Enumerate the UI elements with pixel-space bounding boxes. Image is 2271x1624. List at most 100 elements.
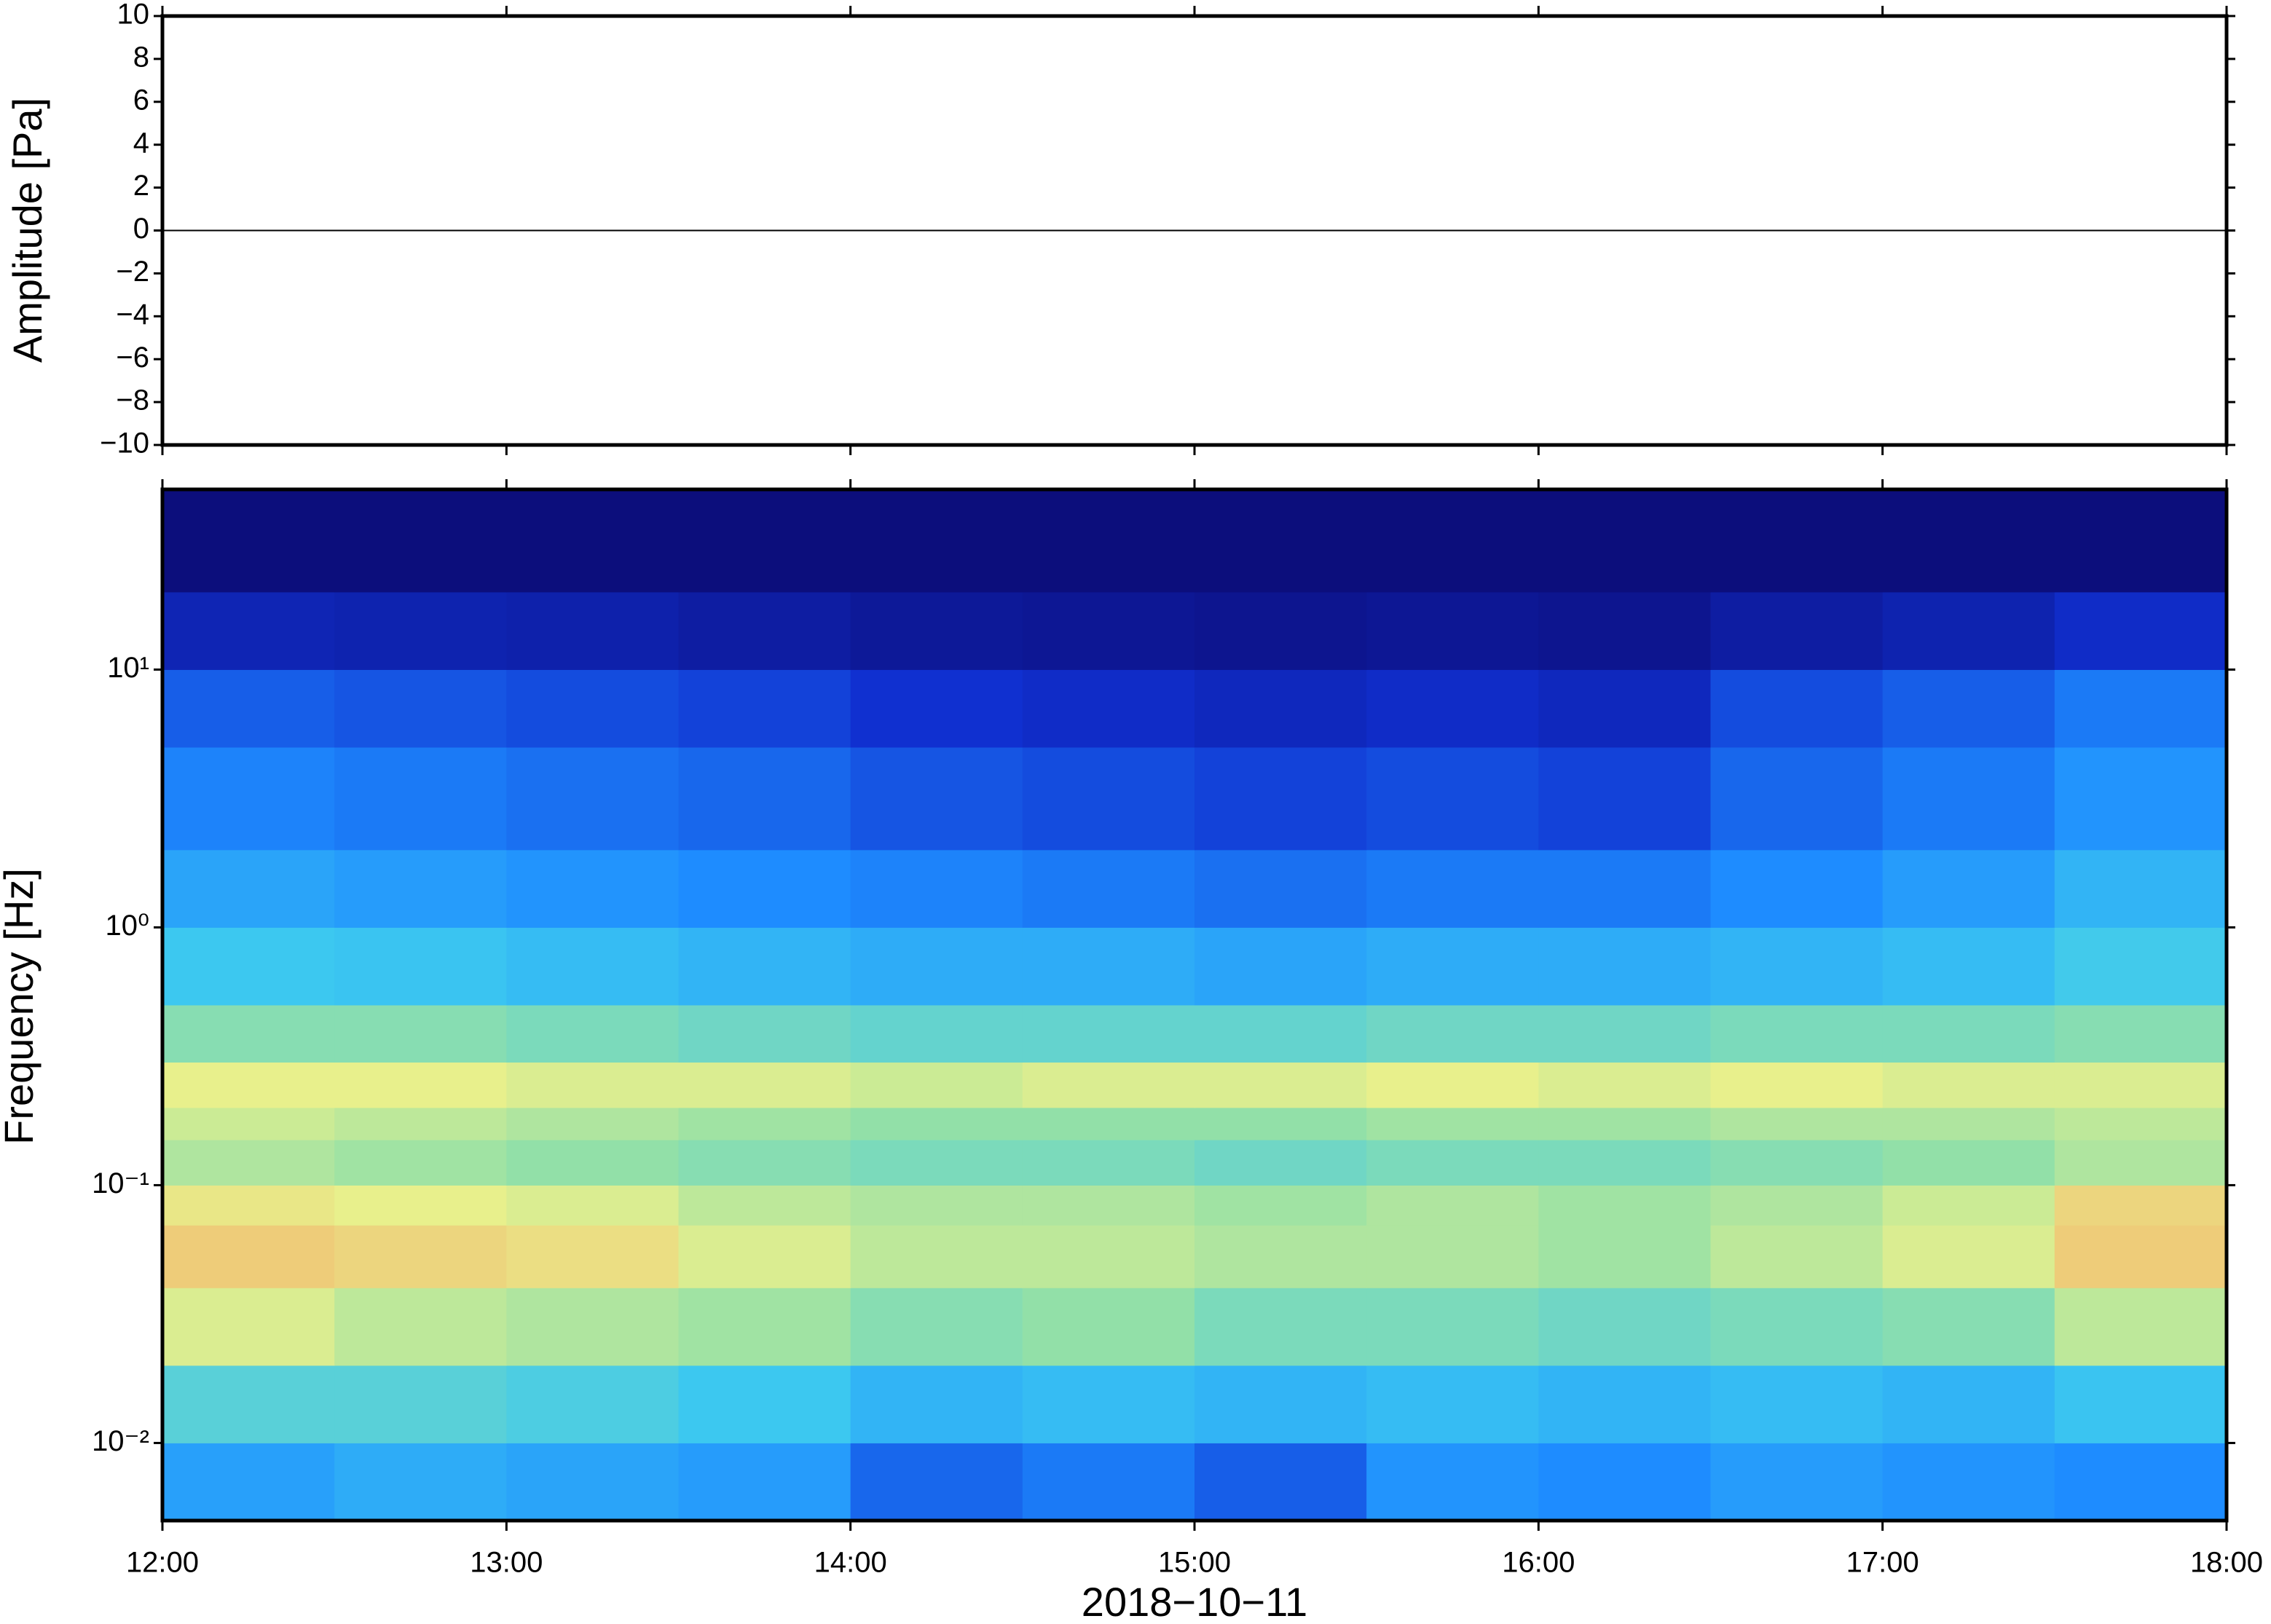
heatmap-cell [1022,1062,1195,1108]
heatmap-cell [2054,489,2227,593]
y-tick-label: 10⁻¹ [92,1167,149,1199]
heatmap-cell [850,1140,1023,1186]
heatmap-cell [334,1140,507,1186]
heatmap-cell [1710,1107,1884,1140]
x-tick-label: 13:00 [470,1547,543,1579]
heatmap-cell [2054,927,2227,1006]
heatmap-cell [1710,747,1884,851]
y-axis-label: Frequency [Hz] [0,868,42,1145]
heatmap-cell [850,927,1023,1006]
y-tick-label: −10 [100,427,149,460]
heatmap-cell [334,1005,507,1063]
heatmap-cell [850,849,1023,928]
heatmap-cell [334,1107,507,1140]
y-tick-label: 8 [133,41,149,73]
heatmap-cell [1366,669,1539,748]
heatmap-cell [1882,1185,2055,1226]
heatmap-cell [1022,849,1195,928]
heatmap-cell [1538,927,1711,1006]
y-tick-label: −2 [116,256,149,288]
heatmap-cell [1194,1062,1367,1108]
heatmap-cell [2054,669,2227,748]
plot-area [162,489,2227,1521]
heatmap-cell [334,927,507,1006]
heatmap-cell [1710,1443,1884,1521]
heatmap-cell [2054,1107,2227,1140]
heatmap-cell [1538,849,1711,928]
heatmap-cell [678,489,851,593]
heatmap-cell [162,1365,335,1443]
heatmap-cell [1194,1443,1367,1521]
heatmap-cell [1710,1225,1884,1288]
heatmap-cell [334,669,507,748]
heatmap-cell [1538,1225,1711,1288]
heatmap-cell [2054,849,2227,928]
heatmap-cell [850,1107,1023,1140]
heatmap-cell [162,927,335,1006]
y-tick-label: 2 [133,170,149,202]
heatmap-cell [1194,489,1367,593]
heatmap-cell [1022,591,1195,670]
heatmap-cell [1022,1107,1195,1140]
x-tick-label: 18:00 [2190,1547,2263,1579]
y-tick-label: 10⁰ [105,910,149,942]
heatmap-cell [678,1225,851,1288]
heatmap-cell [1022,1005,1195,1063]
heatmap-cell [506,747,679,851]
heatmap-cell [678,1365,851,1443]
heatmap-cell [1366,1005,1539,1063]
heatmap-cell [506,1185,679,1226]
y-tick-label: −8 [116,385,149,417]
heatmap-cell [1710,1140,1884,1186]
heatmap-cell [1710,849,1884,928]
heatmap-cell [334,1288,507,1366]
heatmap-cell [1366,1365,1539,1443]
heatmap-cell [1710,669,1884,748]
heatmap-cell [1022,1365,1195,1443]
heatmap-cell [1366,1288,1539,1366]
heatmap-cell [1022,489,1195,593]
heatmap-cell [1366,1225,1539,1288]
heatmap-cell [1022,1185,1195,1226]
heatmap-cell [1366,591,1539,670]
y-tick-label: 6 [133,84,149,116]
heatmap-cell [1882,1062,2055,1108]
heatmap-cell [1882,1365,2055,1443]
heatmap-cell [1194,747,1367,851]
heatmap-cell [506,489,679,593]
heatmap-cell [2054,591,2227,670]
heatmap-cell [334,849,507,928]
heatmap-cell [1882,1225,2055,1288]
heatmap-cell [506,1005,679,1063]
heatmap-cell [2054,1185,2227,1226]
heatmap-cell [1710,1365,1884,1443]
heatmap-cell [1022,747,1195,851]
heatmap-cell [1882,1107,2055,1140]
heatmap-cell [850,1288,1023,1366]
heatmap-cell [1538,1185,1711,1226]
heatmap-cell [334,1443,507,1521]
heatmap-cell [1366,747,1539,851]
y-tick-label: 10¹ [107,652,149,684]
x-tick-label: 16:00 [1502,1547,1575,1579]
heatmap-cell [1366,1140,1539,1186]
heatmap-cell [506,1140,679,1186]
heatmap-cell [850,1062,1023,1108]
heatmap-cell [850,1365,1023,1443]
heatmap-cell [678,927,851,1006]
heatmap-cell [678,1107,851,1140]
heatmap-cell [1022,1443,1195,1521]
heatmap-cell [850,669,1023,748]
heatmap-cell [678,591,851,670]
heatmap-cell [1366,1185,1539,1226]
heatmap-cell [1366,489,1539,593]
heatmap-cell [1194,1225,1367,1288]
heatmap-cell [506,669,679,748]
heatmap-cell [162,1443,335,1521]
heatmap-cell [2054,1140,2227,1186]
heatmap-cell [1022,669,1195,748]
y-tick-label: 10⁻² [92,1425,149,1457]
heatmap-cell [1194,927,1367,1006]
heatmap-cell [334,747,507,851]
heatmap-cell [850,591,1023,670]
